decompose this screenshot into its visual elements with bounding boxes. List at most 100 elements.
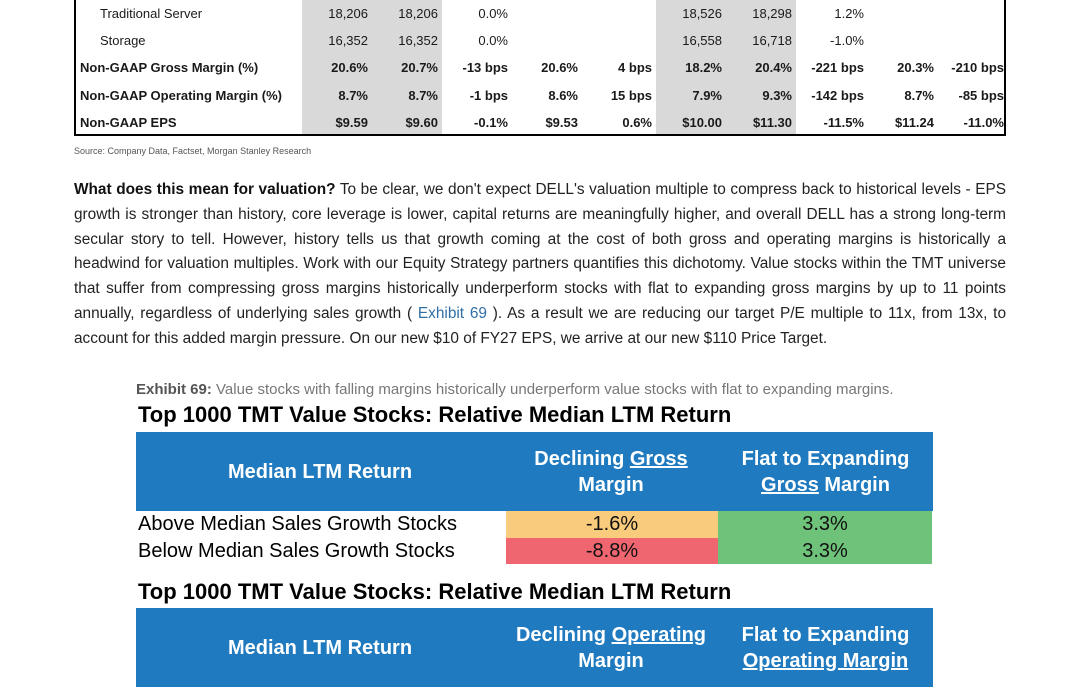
grid-1-row-label: Below Median Sales Growth Stocks bbox=[138, 539, 455, 562]
fin-cell: 20.4% bbox=[726, 54, 796, 82]
fin-cell: -11.5% bbox=[823, 114, 864, 130]
fin-row-label: Traditional Server bbox=[100, 6, 203, 22]
grid-1-row-label: Above Median Sales Growth Stocks bbox=[138, 513, 458, 535]
fin-cell: 18,206 bbox=[372, 0, 442, 28]
grid-1-declining-value: -1.6% bbox=[506, 511, 718, 538]
grid-2-header-col1: Median LTM Return bbox=[227, 636, 413, 659]
fin-cell: -1.0% bbox=[830, 33, 864, 49]
grid-1-header-col1: Median LTM Return bbox=[227, 460, 413, 483]
fin-cell: $10.00 bbox=[656, 108, 726, 134]
fin-cell: -1 bps bbox=[469, 87, 508, 103]
exhibit-caption: Exhibit 69: Value stocks with falling ma… bbox=[136, 381, 894, 398]
grid-2-col2-underlined: Operating bbox=[611, 623, 707, 646]
fin-cell: 20.7% bbox=[372, 54, 442, 82]
grid-2-title: Top 1000 TMT Value Stocks: Relative Medi… bbox=[138, 579, 732, 604]
grid-1-flat-value: 3.3% bbox=[718, 511, 932, 538]
fin-row-label: Non-GAAP EPS bbox=[80, 114, 177, 130]
fin-cell: -85 bps bbox=[958, 87, 1004, 103]
fin-cell bbox=[938, 27, 1004, 54]
fin-cell: 18,206 bbox=[302, 0, 372, 28]
fin-cell: 9.3% bbox=[726, 81, 796, 109]
grid-2-header-col3: Flat to Expanding Operating Margin bbox=[718, 608, 933, 687]
fin-cell: 0.0% bbox=[478, 33, 508, 49]
fin-cell: 8.6% bbox=[548, 87, 578, 103]
grid-1-header: Median LTM Return Declining Gross Margin … bbox=[136, 432, 933, 511]
fin-cell: 16,352 bbox=[372, 27, 442, 55]
fin-cell: 1.2% bbox=[834, 6, 864, 22]
fin-cell: $9.59 bbox=[302, 108, 372, 134]
fin-cell: 20.3% bbox=[897, 60, 934, 76]
fin-cell: 20.6% bbox=[302, 54, 372, 82]
fin-row-label: Non-GAAP Operating Margin (%) bbox=[80, 87, 282, 103]
exhibit-69-link[interactable]: Exhibit 69 bbox=[417, 304, 487, 322]
fin-cell: 4 bps bbox=[618, 60, 652, 76]
source-note: Source: Company Data, Factset, Morgan St… bbox=[74, 146, 312, 156]
fin-cell: 16,352 bbox=[302, 27, 372, 55]
fin-cell: 0.0% bbox=[478, 6, 508, 22]
fin-table-row: Non-GAAP EPS $9.59 $9.60 -0.1% $9.53 0.6% $10.… bbox=[76, 108, 1004, 134]
grid-1-col2-underlined: Gross bbox=[629, 447, 688, 470]
fin-cell bbox=[512, 27, 582, 54]
grid-2-col2-line2: Margin bbox=[578, 649, 644, 672]
fin-cell: $11.30 bbox=[726, 108, 796, 134]
fin-cell bbox=[582, 0, 656, 27]
grid-1-col3-post: Margin bbox=[818, 473, 890, 496]
grid-1-row: Below Median Sales Growth Stocks -8.8% 3.3… bbox=[136, 537, 933, 564]
fin-cell bbox=[938, 0, 1004, 27]
grid-1-header-col2: Declining Gross Margin bbox=[504, 432, 718, 511]
exhibit-caption-text: Value stocks with falling margins histor… bbox=[216, 381, 894, 398]
fin-cell: 18,526 bbox=[656, 0, 726, 28]
fin-table-row: Non-GAAP Gross Margin (%) 20.6% 20.7% -13 b… bbox=[76, 54, 1004, 82]
fin-cell: -221 bps bbox=[811, 60, 864, 76]
fin-cell bbox=[868, 27, 938, 54]
fin-cell: -11.0% bbox=[963, 114, 1004, 130]
fin-table-row: Non-GAAP Operating Margin (%) 8.7% 8.7% -1 … bbox=[76, 81, 1004, 109]
fin-table-row: Traditional Server 18,206 18,206 0.0% 18,526… bbox=[76, 0, 1004, 28]
fin-cell bbox=[582, 27, 656, 54]
fin-cell: $9.53 bbox=[545, 114, 578, 130]
grid-2-header: Median LTM Return Declining Operating Mar… bbox=[136, 608, 933, 687]
grid-1-col2-line2: Margin bbox=[578, 473, 644, 496]
fin-cell: 16,718 bbox=[726, 27, 796, 55]
fin-cell: 18,298 bbox=[726, 0, 796, 28]
grid-2-col3-line1: Flat to Expanding bbox=[741, 623, 910, 646]
fin-cell bbox=[512, 0, 582, 27]
fin-cell: 15 bps bbox=[610, 87, 652, 103]
paragraph-lead: What does this mean for valuation? bbox=[74, 181, 336, 198]
paragraph-text-1: To be clear, we don't expect DELL's valu… bbox=[74, 181, 1006, 322]
fin-cell: $9.60 bbox=[372, 108, 442, 134]
fin-cell: 7.9% bbox=[656, 81, 726, 109]
fin-cell bbox=[868, 0, 938, 27]
grid-1-title: Top 1000 TMT Value Stocks: Relative Medi… bbox=[138, 402, 732, 427]
grid-2-col3-underlined: Operating Margin bbox=[742, 649, 909, 672]
fin-cell: 18.2% bbox=[656, 54, 726, 82]
fin-cell: -142 bps bbox=[811, 87, 864, 103]
grid-1-flat-value: 3.3% bbox=[718, 537, 932, 564]
fin-cell: 20.6% bbox=[541, 60, 578, 76]
fin-cell: -0.1% bbox=[474, 114, 508, 130]
grid-2-col2-pre: Declining bbox=[515, 623, 612, 646]
fin-cell: 8.7% bbox=[904, 87, 934, 103]
fin-cell: -210 bps bbox=[951, 60, 1004, 76]
fin-cell: 8.7% bbox=[302, 81, 372, 109]
grid-1-declining-value: -8.8% bbox=[506, 537, 718, 564]
grid-1-header-col3: Flat to Expanding Gross Margin bbox=[718, 432, 933, 511]
financial-estimates-table: Traditional Server 18,206 18,206 0.0% 18,526… bbox=[74, 0, 1006, 136]
grid-2-header-col2: Declining Operating Margin bbox=[504, 608, 718, 687]
fin-row-label: Non-GAAP Gross Margin (%) bbox=[80, 60, 259, 76]
financial-table-grid: Traditional Server 18,206 18,206 0.0% 18,526… bbox=[76, 0, 1004, 134]
grid-1-col2-pre: Declining bbox=[534, 447, 630, 470]
fin-cell: 8.7% bbox=[372, 81, 442, 109]
fin-cell: $11.24 bbox=[894, 114, 934, 130]
grid-1-row: Above Median Sales Growth Stocks -1.6% 3.3… bbox=[136, 511, 933, 538]
valuation-paragraph: What does this mean for valuation? To be… bbox=[74, 178, 1006, 352]
fin-row-label: Storage bbox=[100, 33, 146, 49]
fin-table-row: Storage 16,352 16,352 0.0% 16,558 16,718 -1.0% bbox=[76, 27, 1004, 55]
grid-1-col3-line1: Flat to Expanding bbox=[741, 447, 910, 470]
fin-cell: -13 bps bbox=[462, 60, 508, 76]
fin-cell: 16,558 bbox=[656, 27, 726, 55]
paragraph-text-2: ). As a result we are reducing our targe… bbox=[74, 304, 1006, 347]
fin-cell: 0.6% bbox=[622, 114, 652, 130]
grid-1-col3-underlined: Gross bbox=[761, 473, 819, 496]
exhibit-number: Exhibit 69: bbox=[136, 381, 212, 398]
